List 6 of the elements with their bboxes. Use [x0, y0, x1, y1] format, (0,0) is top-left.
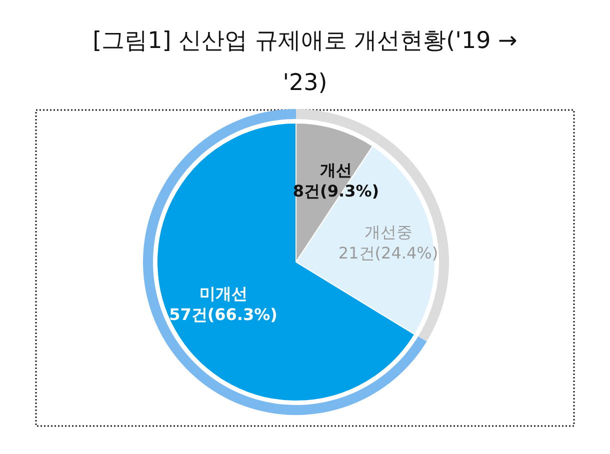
slice-label: 미개선	[199, 284, 248, 303]
slice-label: 개선	[320, 160, 352, 180]
chart-title: [그림1] 신산업 규제애로 개선현황('19 → '23)	[92, 28, 518, 96]
slice-label: 개선중	[364, 222, 412, 242]
data-label: 21건(24.4%)	[338, 243, 438, 262]
data-label: 57건(66.3%)	[169, 304, 278, 324]
